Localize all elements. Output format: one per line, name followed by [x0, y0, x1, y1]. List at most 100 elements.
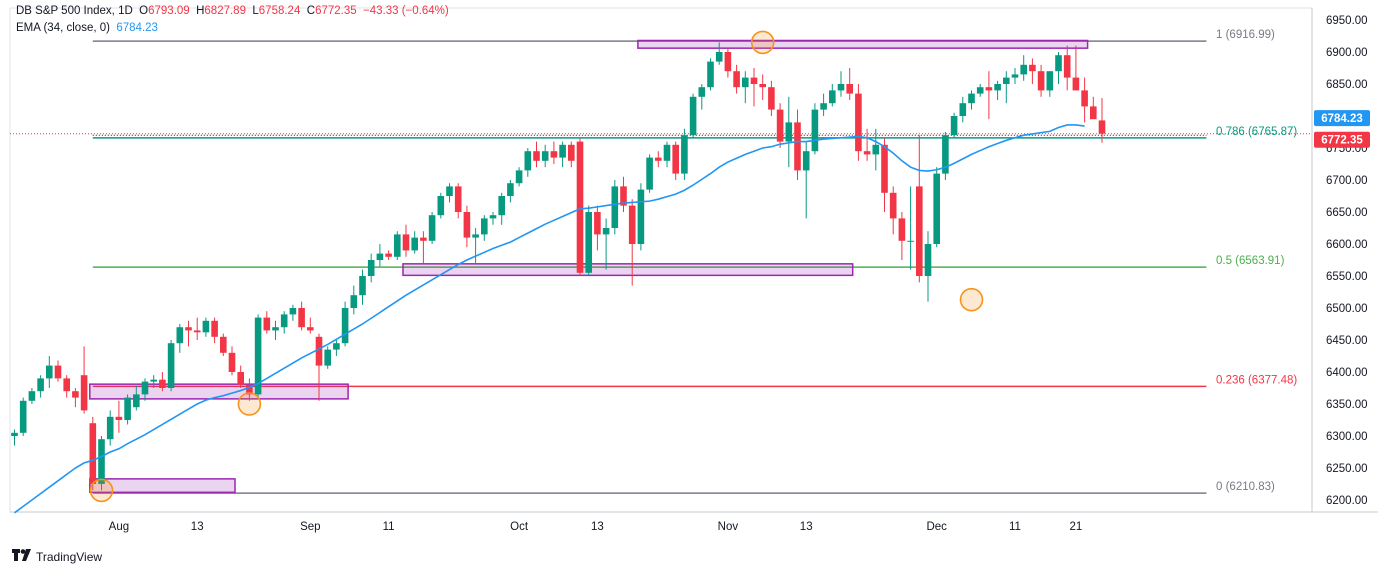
candle-body — [663, 144, 671, 161]
candle-body — [211, 320, 218, 337]
candle-body — [237, 372, 244, 385]
fib-level-label: 0.5 (6563.91) — [1216, 255, 1285, 267]
candle-body — [1063, 55, 1071, 78]
candle-body — [498, 196, 505, 216]
candle-body — [385, 253, 392, 257]
candle-body — [863, 151, 871, 155]
candle-body — [394, 234, 401, 257]
y-tick-label: 6300.00 — [1326, 431, 1368, 443]
candle-body — [802, 151, 810, 171]
candle-body — [750, 77, 758, 84]
candle-body — [602, 228, 610, 235]
support-resistance-zone — [637, 39, 1089, 49]
candle-body — [515, 170, 523, 184]
highlight-circle — [237, 392, 262, 416]
ema-line — [14, 124, 1085, 514]
candle-body — [611, 186, 619, 228]
symbol-title: DB S&P 500 Index, 1D — [16, 5, 133, 17]
highlight-circle — [959, 287, 984, 312]
candle-body — [167, 343, 175, 388]
y-tick-label: 6700.00 — [1326, 175, 1368, 187]
x-tick-label: 13 — [191, 521, 204, 533]
candle-body — [489, 215, 497, 219]
chart-legend-ohlc: DB S&P 500 Index, 1D O6793.09 H6827.89 L… — [16, 5, 449, 17]
y-tick-label: 6400.00 — [1326, 367, 1368, 379]
candle-body — [141, 381, 149, 395]
candle-body — [820, 103, 827, 110]
ema-value: 6784.23 — [116, 22, 158, 34]
candle-body — [80, 375, 88, 411]
candle-body — [568, 144, 575, 161]
support-resistance-zone — [402, 263, 854, 277]
price-axis-badge-label: 6772.35 — [1321, 135, 1363, 147]
candle-body — [150, 379, 157, 382]
candle-body — [280, 314, 288, 328]
fib-level-label: 0 (6210.83) — [1216, 481, 1275, 493]
close-label: C — [306, 5, 316, 17]
open-value: 6793.09 — [148, 5, 190, 17]
candle-body — [411, 237, 418, 251]
candle-body — [959, 103, 967, 116]
candle-body — [655, 157, 662, 161]
candle-body — [481, 218, 488, 235]
candle-body — [559, 144, 566, 158]
low-value: 6758.24 — [258, 5, 301, 17]
candle-body — [968, 93, 975, 104]
candle-body — [933, 173, 940, 244]
candle-body — [324, 349, 331, 366]
y-tick-label: 6450.00 — [1326, 335, 1368, 347]
high-label: H — [196, 5, 205, 17]
candle-body — [1037, 71, 1045, 91]
candle-body — [159, 379, 166, 388]
candle-body — [1081, 90, 1088, 107]
candle-body — [37, 378, 44, 392]
price-axis-badge — [1314, 131, 1370, 148]
y-tick-label: 6250.00 — [1326, 463, 1368, 475]
candle-body — [46, 365, 53, 379]
candle-body — [446, 186, 453, 196]
candle-body — [1046, 71, 1054, 91]
candle-body — [924, 244, 932, 276]
candle-body — [715, 52, 723, 62]
candle-body — [472, 234, 479, 238]
candle-body — [272, 327, 279, 331]
tradingview-watermark: TradingView — [12, 549, 102, 564]
candle-body — [333, 343, 340, 350]
candle-body — [54, 365, 62, 379]
candle-body — [942, 135, 949, 174]
y-tick-label: 6550.00 — [1326, 271, 1368, 283]
candle-body — [228, 352, 236, 372]
fib-level-label: 1 (6916.99) — [1216, 29, 1275, 41]
candle-body — [637, 189, 645, 244]
candle-body — [707, 61, 714, 88]
candle-body — [837, 84, 845, 91]
x-tick-label: Aug — [109, 521, 129, 533]
x-tick-label: Oct — [510, 521, 529, 533]
y-tick-label: 6650.00 — [1326, 207, 1368, 219]
support-resistance-zone — [89, 478, 236, 494]
candle-body — [985, 87, 993, 91]
highlight-circle — [89, 478, 114, 503]
candle-body — [1090, 106, 1097, 120]
candle-body — [585, 212, 592, 273]
x-tick-label: 21 — [1070, 521, 1083, 533]
candle-body — [898, 218, 906, 241]
candle-body — [176, 327, 184, 344]
y-tick-label: 6950.00 — [1326, 15, 1368, 27]
candle-body — [1029, 64, 1036, 72]
candle-body — [72, 391, 79, 398]
candle-body — [872, 144, 880, 155]
candle-body — [193, 330, 201, 333]
candle-body — [367, 260, 375, 276]
y-tick-label: 6600.00 — [1326, 239, 1368, 251]
candle-body — [315, 336, 323, 366]
candle-body — [263, 317, 271, 331]
candle-body — [768, 87, 775, 110]
candle-body — [994, 84, 1001, 91]
candle-body — [829, 90, 836, 104]
candle-body — [698, 87, 706, 97]
candle-body — [541, 151, 549, 161]
candle-body — [576, 141, 584, 273]
candle-body — [507, 183, 514, 196]
